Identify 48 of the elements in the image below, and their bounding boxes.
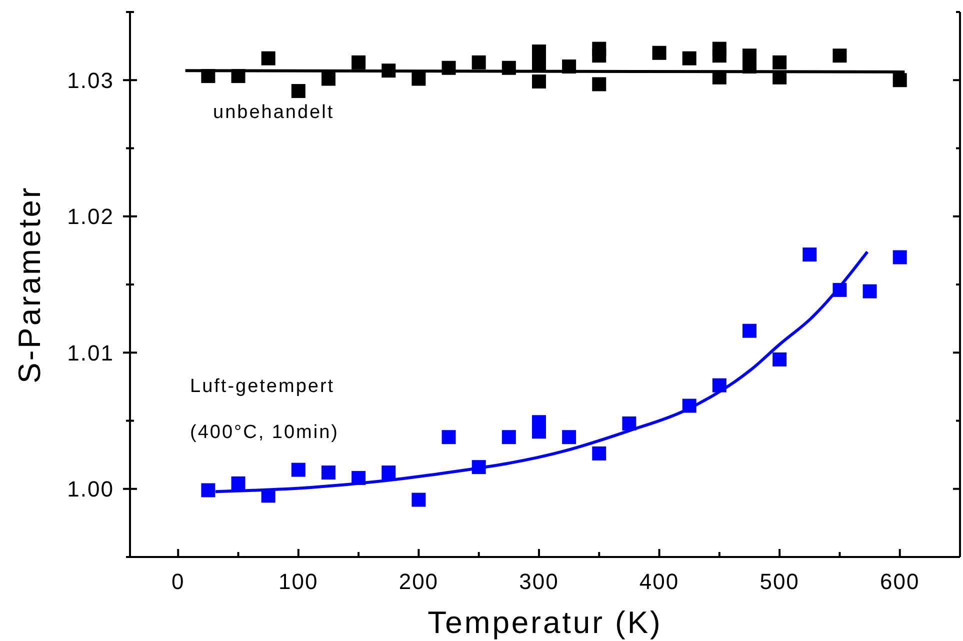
y-axis-title: S-Parameter	[12, 186, 47, 384]
x-tick-label: 600	[880, 569, 920, 594]
point	[802, 248, 817, 262]
point	[231, 476, 246, 490]
point	[592, 446, 606, 460]
y-tick-label: 1.00	[67, 476, 114, 502]
text: Luft-getempert (400°C, 10min)	[190, 376, 339, 443]
x-axis-title: Temperatur (K)	[428, 605, 662, 640]
point	[412, 492, 426, 507]
point	[382, 466, 396, 480]
x-tick-label: 300	[519, 569, 559, 594]
point	[712, 48, 726, 63]
point	[772, 55, 787, 70]
point	[532, 424, 546, 439]
point	[442, 430, 456, 444]
point	[652, 46, 666, 60]
point	[892, 250, 907, 264]
x-tick-label: 0	[171, 569, 185, 594]
point	[742, 324, 756, 338]
point	[321, 72, 336, 86]
point	[772, 352, 787, 366]
point	[532, 56, 546, 71]
point	[261, 51, 276, 66]
x-tick-label: 100	[278, 569, 318, 594]
x-tick-label: 400	[639, 569, 680, 594]
point	[592, 77, 606, 92]
point	[832, 48, 847, 63]
point	[291, 462, 306, 477]
point	[291, 84, 306, 98]
point	[412, 72, 426, 86]
x-tick-label: 200	[398, 569, 439, 594]
point	[562, 430, 576, 444]
point	[862, 284, 877, 298]
point	[622, 416, 636, 430]
y-tick-label: 1.01	[67, 340, 114, 366]
series-label: unbehandelt	[213, 102, 334, 123]
y-tick-label: 1.03	[67, 68, 114, 93]
point	[892, 73, 907, 88]
point	[472, 55, 486, 70]
point	[592, 48, 606, 63]
point	[532, 74, 546, 88]
y-tick-label: 1.02	[67, 204, 114, 230]
point	[502, 430, 516, 444]
x-tick-label: 500	[760, 569, 800, 594]
point	[352, 55, 366, 70]
point	[682, 51, 696, 66]
point	[321, 466, 336, 480]
point	[201, 483, 216, 498]
